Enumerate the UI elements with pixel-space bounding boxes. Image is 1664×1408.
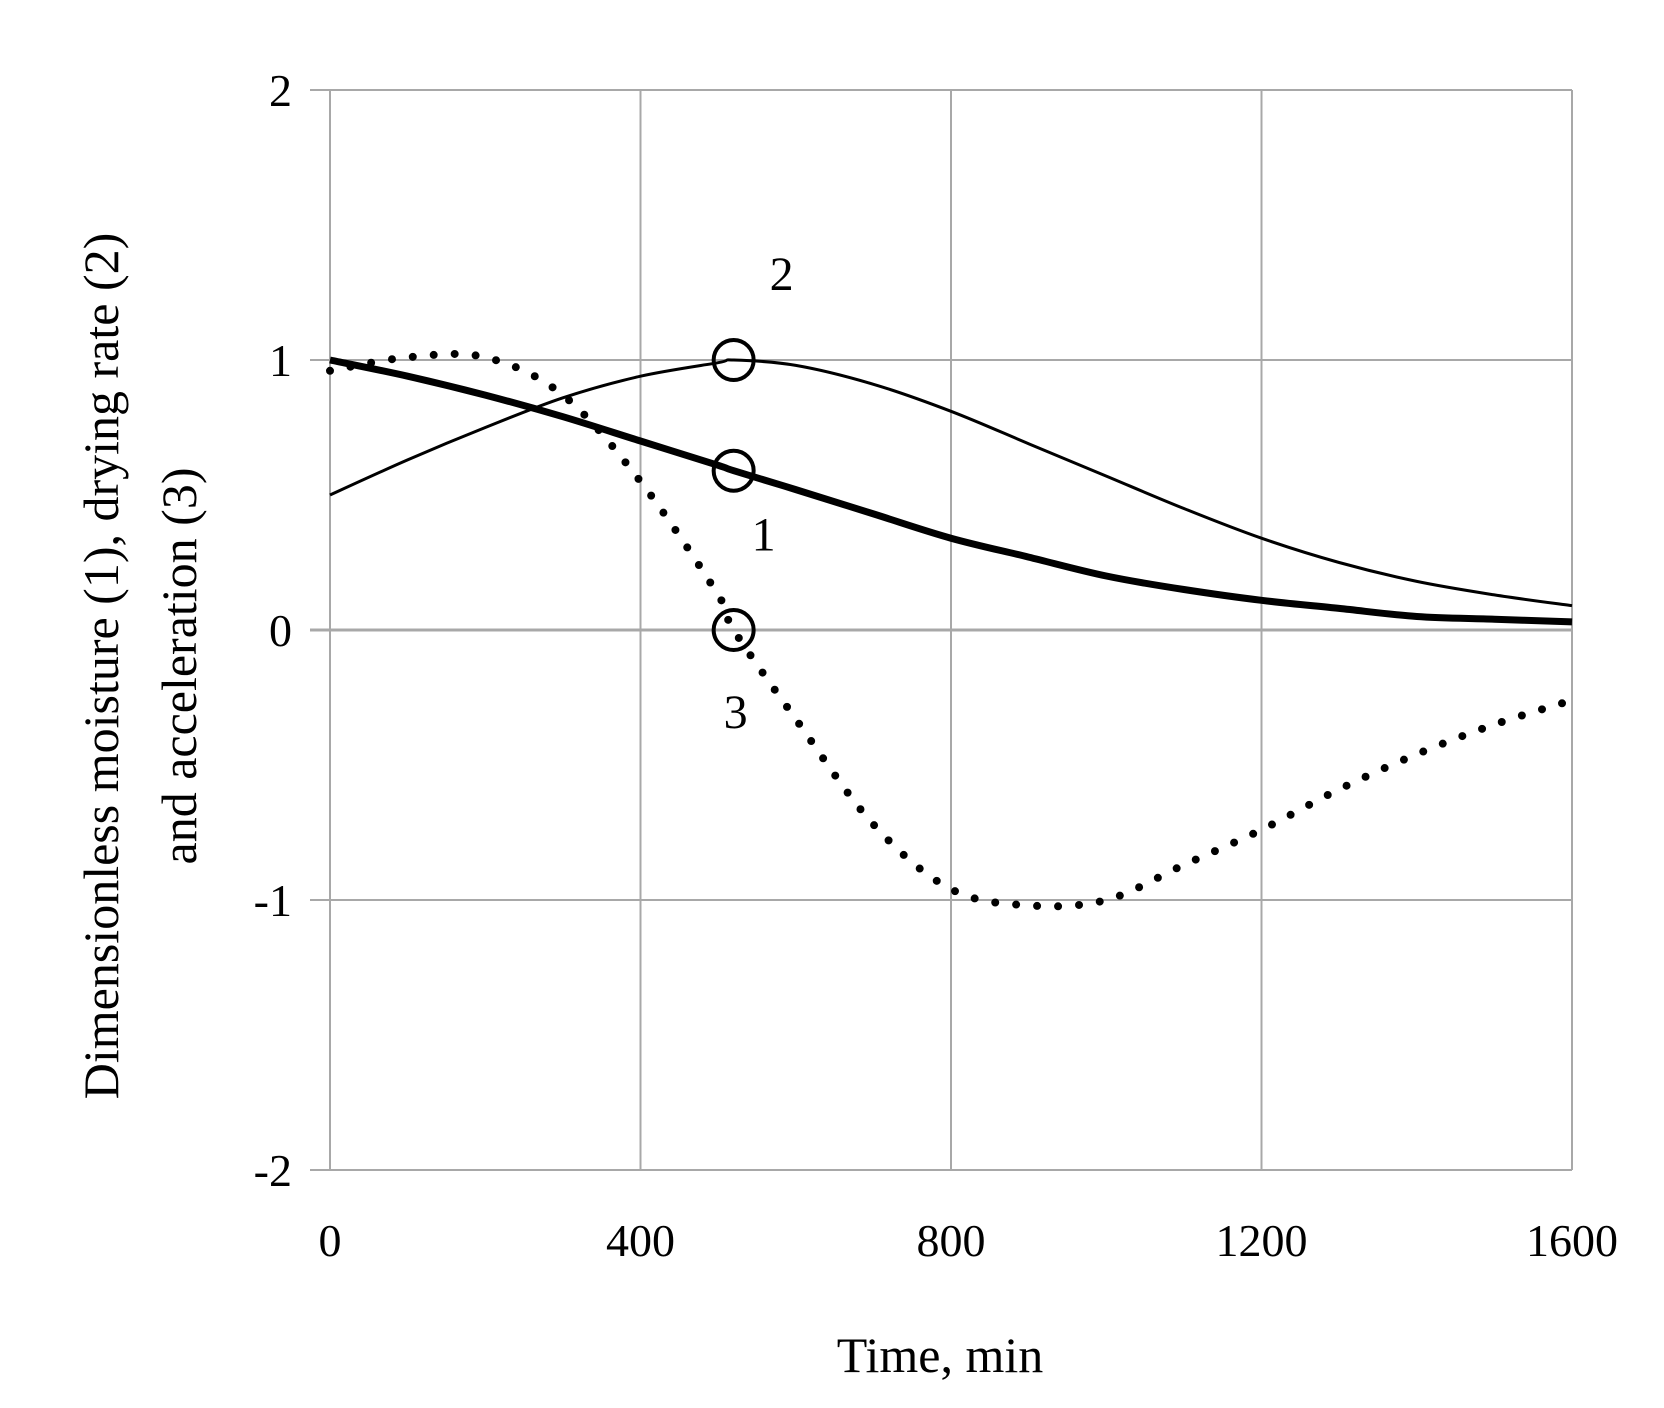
- y-tick-label: 0: [269, 605, 292, 656]
- tick-labels: 0 400 800 1200 1600 -2 -1 0 1 2: [254, 65, 1618, 1266]
- y-tick-label: -1: [254, 875, 292, 926]
- series-3-line: [326, 349, 1576, 911]
- curve-label-2: 2: [770, 248, 794, 301]
- y-tick-label: 1: [269, 335, 292, 386]
- curve-label-3: 3: [724, 686, 748, 739]
- y-axis-title-line-2: and acceleration (3): [151, 468, 207, 865]
- y-tick-label: 2: [269, 65, 292, 116]
- x-tick-label: 400: [606, 1215, 675, 1266]
- series-1-line: [329, 356, 1573, 626]
- x-tick-label: 1600: [1526, 1215, 1618, 1266]
- x-tick-label: 0: [319, 1215, 342, 1266]
- marker-circle-series-3: [711, 608, 756, 652]
- x-axis-title: Time, min: [837, 1327, 1044, 1383]
- y-axis-title: Dimensionless moisture (1), drying rate …: [73, 233, 207, 1099]
- curves: [326, 349, 1576, 911]
- y-axis-title-line-1: Dimensionless moisture (1), drying rate …: [73, 233, 129, 1099]
- marker-circle-series-1: [711, 448, 756, 493]
- x-tick-label: 800: [917, 1215, 986, 1266]
- marker-circle-series-2: [711, 338, 756, 382]
- x-tick-label: 1200: [1216, 1215, 1308, 1266]
- grid: [310, 89, 1573, 1171]
- y-tick-label: -2: [254, 1145, 292, 1196]
- markers: 2 1 3: [711, 248, 794, 739]
- curve-label-1: 1: [752, 509, 776, 562]
- series-2-line: [329, 358, 1573, 608]
